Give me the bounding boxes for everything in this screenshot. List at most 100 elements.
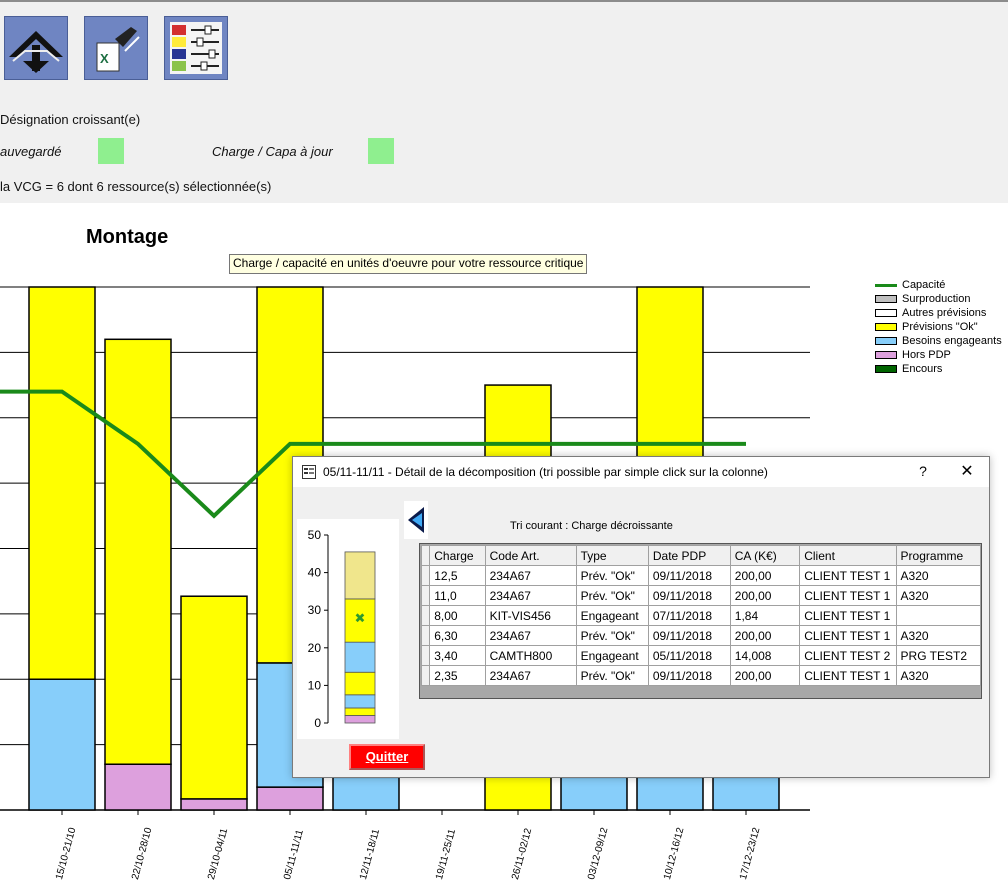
table-cell[interactable]: 200,00 [729,625,801,646]
table-cell[interactable]: A320 [895,625,982,646]
table-row[interactable]: 12,5 234A67 Prév. "Ok" 09/11/2018 200,00 CLIE… [420,565,982,586]
table-cell[interactable]: CAMTH800 [484,645,577,666]
back-arrow-icon [408,507,424,533]
row-header[interactable] [420,645,431,666]
table-cell[interactable]: CLIENT TEST 2 [799,645,897,666]
table-cell[interactable]: CLIENT TEST 1 [799,585,897,606]
bar-segment[interactable] [104,763,172,811]
table-cell[interactable]: 234A67 [484,625,577,646]
table-cell[interactable]: 09/11/2018 [647,585,731,606]
table-cell[interactable]: Engageant [575,645,649,666]
row-header[interactable] [420,605,431,626]
table-cell[interactable]: CLIENT TEST 1 [799,605,897,626]
table-cell[interactable]: 11,0 [429,585,486,606]
table-cell[interactable]: 200,00 [729,565,801,586]
mini-tick-label: 30 [308,603,322,617]
column-header[interactable]: Type [575,545,649,566]
legend-swatch [875,323,897,332]
help-button[interactable]: ? [919,463,927,479]
capacity-line [0,389,746,519]
table-cell[interactable]: Prév. "Ok" [575,665,649,686]
table-row[interactable]: 6,30 234A67 Prév. "Ok" 09/11/2018 200,00 CLIE… [420,625,982,646]
chart-legend: Capacité Surproduction Autres prévisions Pr… [875,278,1002,376]
column-header[interactable]: Programme [895,545,982,566]
table-cell[interactable]: Prév. "Ok" [575,625,649,646]
close-button[interactable]: ✕ [960,463,974,480]
table-cell[interactable]: A320 [895,565,982,586]
column-header[interactable]: Client [799,545,897,566]
table-cell[interactable]: 09/11/2018 [647,565,731,586]
bar-segment[interactable] [180,798,248,811]
column-header[interactable]: CA (K€) [729,545,801,566]
excel-export-button[interactable]: X [84,16,148,80]
mini-stack-segment [344,551,376,600]
table-cell[interactable]: 1,84 [729,605,801,626]
column-header[interactable]: Code Art. [484,545,577,566]
svg-text:X: X [100,51,109,66]
bar-segment[interactable] [560,776,628,811]
table-cell[interactable]: KIT-VIS456 [484,605,577,626]
table-corner [420,545,431,566]
mini-tick-label: 0 [314,716,321,730]
table-cell[interactable]: 09/11/2018 [647,665,731,686]
table-cell[interactable]: 200,00 [729,665,801,686]
table-cell[interactable]: 07/11/2018 [647,605,731,626]
bar-segment[interactable] [256,786,324,811]
table-cell[interactable]: 12,5 [429,565,486,586]
table-cell[interactable]: A320 [895,665,982,686]
table-cell[interactable]: PRG TEST2 [895,645,982,666]
import-button[interactable] [4,16,68,80]
table-cell[interactable]: 234A67 [484,585,577,606]
bar-segment[interactable] [180,595,248,800]
table-cell[interactable]: 09/11/2018 [647,625,731,646]
table-cell[interactable]: 234A67 [484,565,577,586]
legend-label: Prévisions "Ok" [902,321,978,333]
bar-segment[interactable] [104,338,172,765]
table-cell[interactable]: 6,30 [429,625,486,646]
table-cell[interactable]: 3,40 [429,645,486,666]
table-row[interactable]: 2,35 234A67 Prév. "Ok" 09/11/2018 200,00 CLIE… [420,665,982,686]
table-cell[interactable]: 200,00 [729,585,801,606]
legend-item: Prévisions "Ok" [875,320,1002,334]
settings-sliders-icon [170,22,222,74]
row-header[interactable] [420,625,431,646]
table-cell[interactable]: 8,00 [429,605,486,626]
bar-segment[interactable] [332,776,400,811]
back-button[interactable] [404,501,428,539]
row-header[interactable] [420,585,431,606]
table-cell[interactable]: 05/11/2018 [647,645,731,666]
row-header[interactable] [420,665,431,686]
bar-segment[interactable] [712,776,780,811]
table-cell[interactable]: 14,008 [729,645,801,666]
legend-swatch [875,295,897,304]
bar-segment[interactable] [28,286,96,680]
table-row[interactable]: 8,00 KIT-VIS456 Engageant 07/11/2018 1,84 CLI… [420,605,982,626]
dialog-titlebar[interactable]: 05/11-11/11 - Détail de la décomposition… [293,457,989,487]
bar-segment[interactable] [636,776,704,811]
dialog-title: 05/11-11/11 - Détail de la décomposition… [323,465,768,479]
table-cell[interactable] [895,605,982,626]
table-cell[interactable]: A320 [895,585,982,606]
table-cell[interactable]: 2,35 [429,665,486,686]
legend-item: Autres prévisions [875,306,1002,320]
settings-sliders-button[interactable] [164,16,228,80]
column-header[interactable]: Date PDP [647,545,731,566]
table-cell[interactable]: CLIENT TEST 1 [799,625,897,646]
column-header[interactable]: Charge [429,545,486,566]
table-cell[interactable]: Prév. "Ok" [575,585,649,606]
table-row[interactable]: 11,0 234A67 Prév. "Ok" 09/11/2018 200,00 CLIE… [420,585,982,606]
row-header[interactable] [420,565,431,586]
mini-tick-label: 50 [308,528,322,542]
table-cell[interactable]: Engageant [575,605,649,626]
quit-button[interactable]: Quitter [349,744,425,770]
table-cell[interactable]: CLIENT TEST 1 [799,565,897,586]
table-cell[interactable]: 234A67 [484,665,577,686]
table-cell[interactable]: Prév. "Ok" [575,565,649,586]
legend-item: Encours [875,362,1002,376]
table-cell[interactable]: CLIENT TEST 1 [799,665,897,686]
legend-item: Hors PDP [875,348,1002,362]
charge-capa-label: Charge / Capa à jour [212,144,333,159]
bar-segment[interactable] [28,678,96,811]
legend-item: Capacité [875,278,1002,292]
table-row[interactable]: 3,40 CAMTH800 Engageant 05/11/2018 14,008 CLI… [420,645,982,666]
